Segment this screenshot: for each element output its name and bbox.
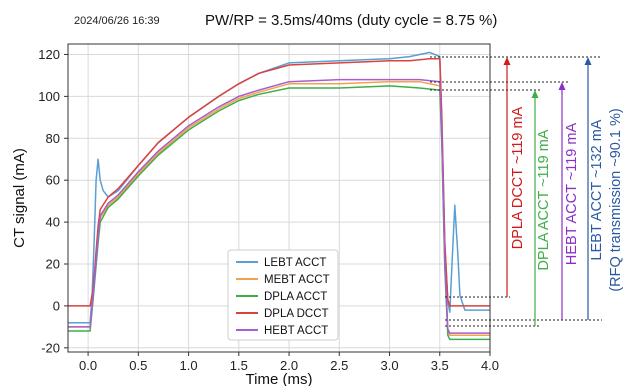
annotations: DPLA DCCT ~119 mA DPLA ACCT ~119 mA HEBT A… — [430, 56, 624, 327]
legend-label: DPLA DCCT — [264, 308, 329, 320]
chart-timestamp: 2024/06/26 16:39 — [74, 15, 160, 27]
y-tick-label: 120 — [38, 47, 60, 62]
plot-frame — [67, 43, 491, 353]
legend-box — [227, 249, 339, 341]
arrow-head — [531, 90, 539, 98]
x-tick-label: 3.5 — [431, 358, 449, 373]
y-tick-label: 100 — [38, 89, 60, 104]
y-tick-label: 40 — [46, 215, 60, 230]
arrow-head — [584, 57, 592, 65]
legend-label: DPLA ACCT — [264, 291, 327, 303]
legend-label: MEBT ACCT — [264, 274, 330, 286]
x-axis-label: Time (ms) — [246, 371, 313, 386]
x-tick-label: 2.0 — [280, 358, 298, 373]
ticks: 0.0 0.5 1.0 1.5 2.0 2.5 3.0 3.5 4.0 -20 0 20 40 60 80 1… — [38, 47, 499, 373]
x-tick-label: 1.5 — [230, 358, 248, 373]
y-tick-label: -20 — [41, 340, 60, 355]
legend: LEBT ACCT MEBT ACCT DPLA ACCT DPLA DCCT HEBT… — [227, 249, 339, 341]
x-tick-label: 4.0 — [481, 358, 499, 373]
series-line-hebt-acct — [68, 78, 490, 334]
grid — [68, 44, 491, 352]
legend-label: HEBT ACCT — [264, 325, 328, 337]
y-tick-label: 60 — [46, 173, 60, 188]
arrow-head — [558, 82, 566, 90]
annotation-label: (RFQ transmission ~90.1 %) — [608, 108, 624, 291]
x-tick-label: 0.0 — [79, 358, 97, 373]
x-tick-label: 3.0 — [380, 358, 398, 373]
y-axis-label: CT signal (mA) — [11, 148, 28, 248]
y-tick-label: 80 — [46, 131, 60, 146]
legend-label: LEBT ACCT — [264, 257, 326, 269]
arrow-head — [503, 57, 511, 65]
chart-title: PW/RP = 3.5ms/40ms (duty cycle = 8.75 %) — [205, 12, 497, 29]
annotation-label: DPLA ACCT ~119 mA — [536, 129, 552, 270]
series-line-lebt-acct — [68, 51, 490, 324]
x-tick-label: 0.5 — [129, 358, 147, 373]
annotation-label: DPLA DCCT ~119 mA — [510, 106, 526, 249]
x-tick-label: 1.0 — [180, 358, 198, 373]
y-tick-label: 0 — [53, 298, 60, 313]
annotation-label: HEBT ACCT ~119 mA — [564, 123, 580, 266]
x-tick-label: 2.5 — [330, 358, 348, 373]
series-lines — [68, 51, 490, 341]
annotation-label: LEBT ACCT ~132 mA — [589, 119, 605, 260]
y-tick-label: 20 — [46, 257, 60, 272]
